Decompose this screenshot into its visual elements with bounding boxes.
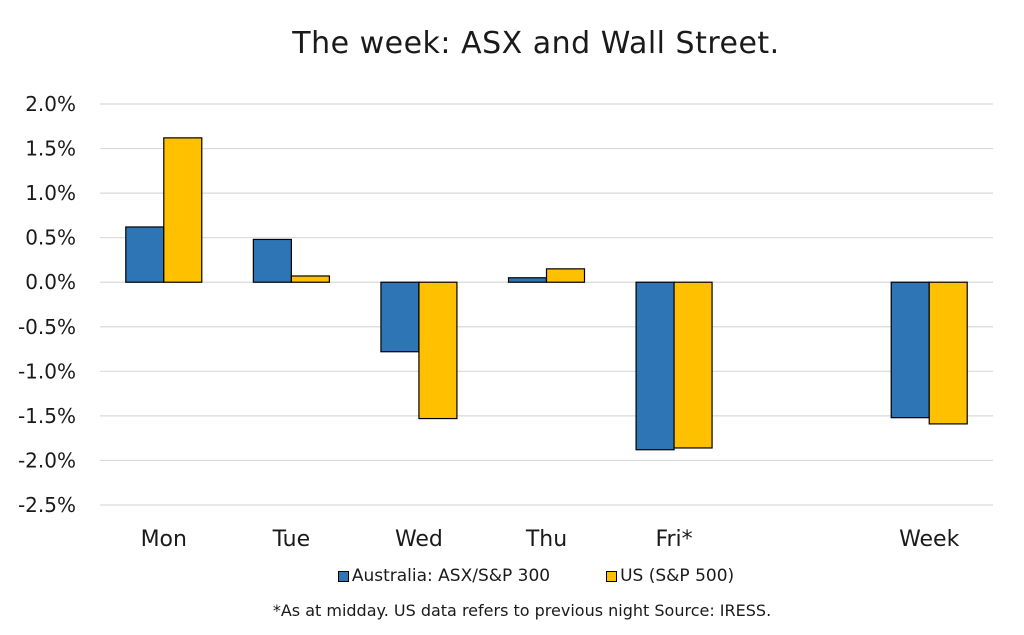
bar-australia-wed [380, 281, 420, 353]
y-axis-ticks: 2.0% 1.5% 1.0% 0.5% 0.0% -0.5% -1.0% -1.5% -2.0%… [18, 92, 76, 517]
x-axis-ticks: Mon Tue Wed Thu Fri* Week [141, 527, 960, 552]
bar-us-thu [545, 268, 586, 283]
x-tick-label: Week [899, 527, 960, 552]
bar-us-fri [673, 281, 713, 449]
x-tick-label: Wed [395, 527, 443, 552]
legend-label-us: US (S&P 500) [620, 566, 735, 586]
x-tick-label: Thu [525, 527, 567, 552]
bar-us-wed [418, 281, 458, 420]
legend-swatch-australia [337, 570, 349, 582]
y-tick-label: -0.5% [18, 315, 76, 339]
y-tick-label: 0.5% [25, 226, 76, 250]
y-tick-label: 2.0% [25, 92, 76, 116]
legend-label-australia: Australia: ASX/S&P 300 [351, 566, 551, 586]
bar-australia-thu [507, 277, 548, 283]
bar-us-tue [290, 275, 330, 283]
legend-item-australia: Australia: ASX/S&P 300 [337, 566, 551, 586]
y-tick-label: 0.0% [25, 270, 76, 294]
chart-footnote: *As at midday. US data refers to previou… [272, 601, 772, 620]
bar-australia-week [890, 281, 930, 419]
bar-us-week [928, 281, 968, 425]
y-tick-label: 1.0% [25, 181, 76, 205]
gridlines [100, 103, 993, 506]
bar-us-mon [163, 137, 203, 283]
x-tick-label: Fri* [655, 527, 692, 552]
y-tick-label: -1.5% [18, 404, 76, 428]
y-tick-label: -1.0% [18, 359, 76, 383]
x-tick-label: Mon [141, 527, 187, 552]
y-tick-label: -2.5% [18, 493, 76, 517]
chart-title: The week: ASX and Wall Street. [292, 26, 780, 61]
x-tick-label: Tue [272, 527, 311, 552]
legend-item-us: US (S&P 500) [606, 566, 734, 586]
bar-australia-tue [252, 238, 292, 283]
legend-swatch-us [606, 570, 618, 582]
legend: Australia: ASX/S&P 300 US (S&P 500) [0, 566, 1024, 586]
bar-australia-mon [125, 226, 165, 283]
bars [125, 137, 968, 451]
y-tick-label: 1.5% [25, 137, 76, 161]
bar-australia-fri [635, 281, 675, 451]
y-tick-label: -2.0% [18, 448, 76, 472]
